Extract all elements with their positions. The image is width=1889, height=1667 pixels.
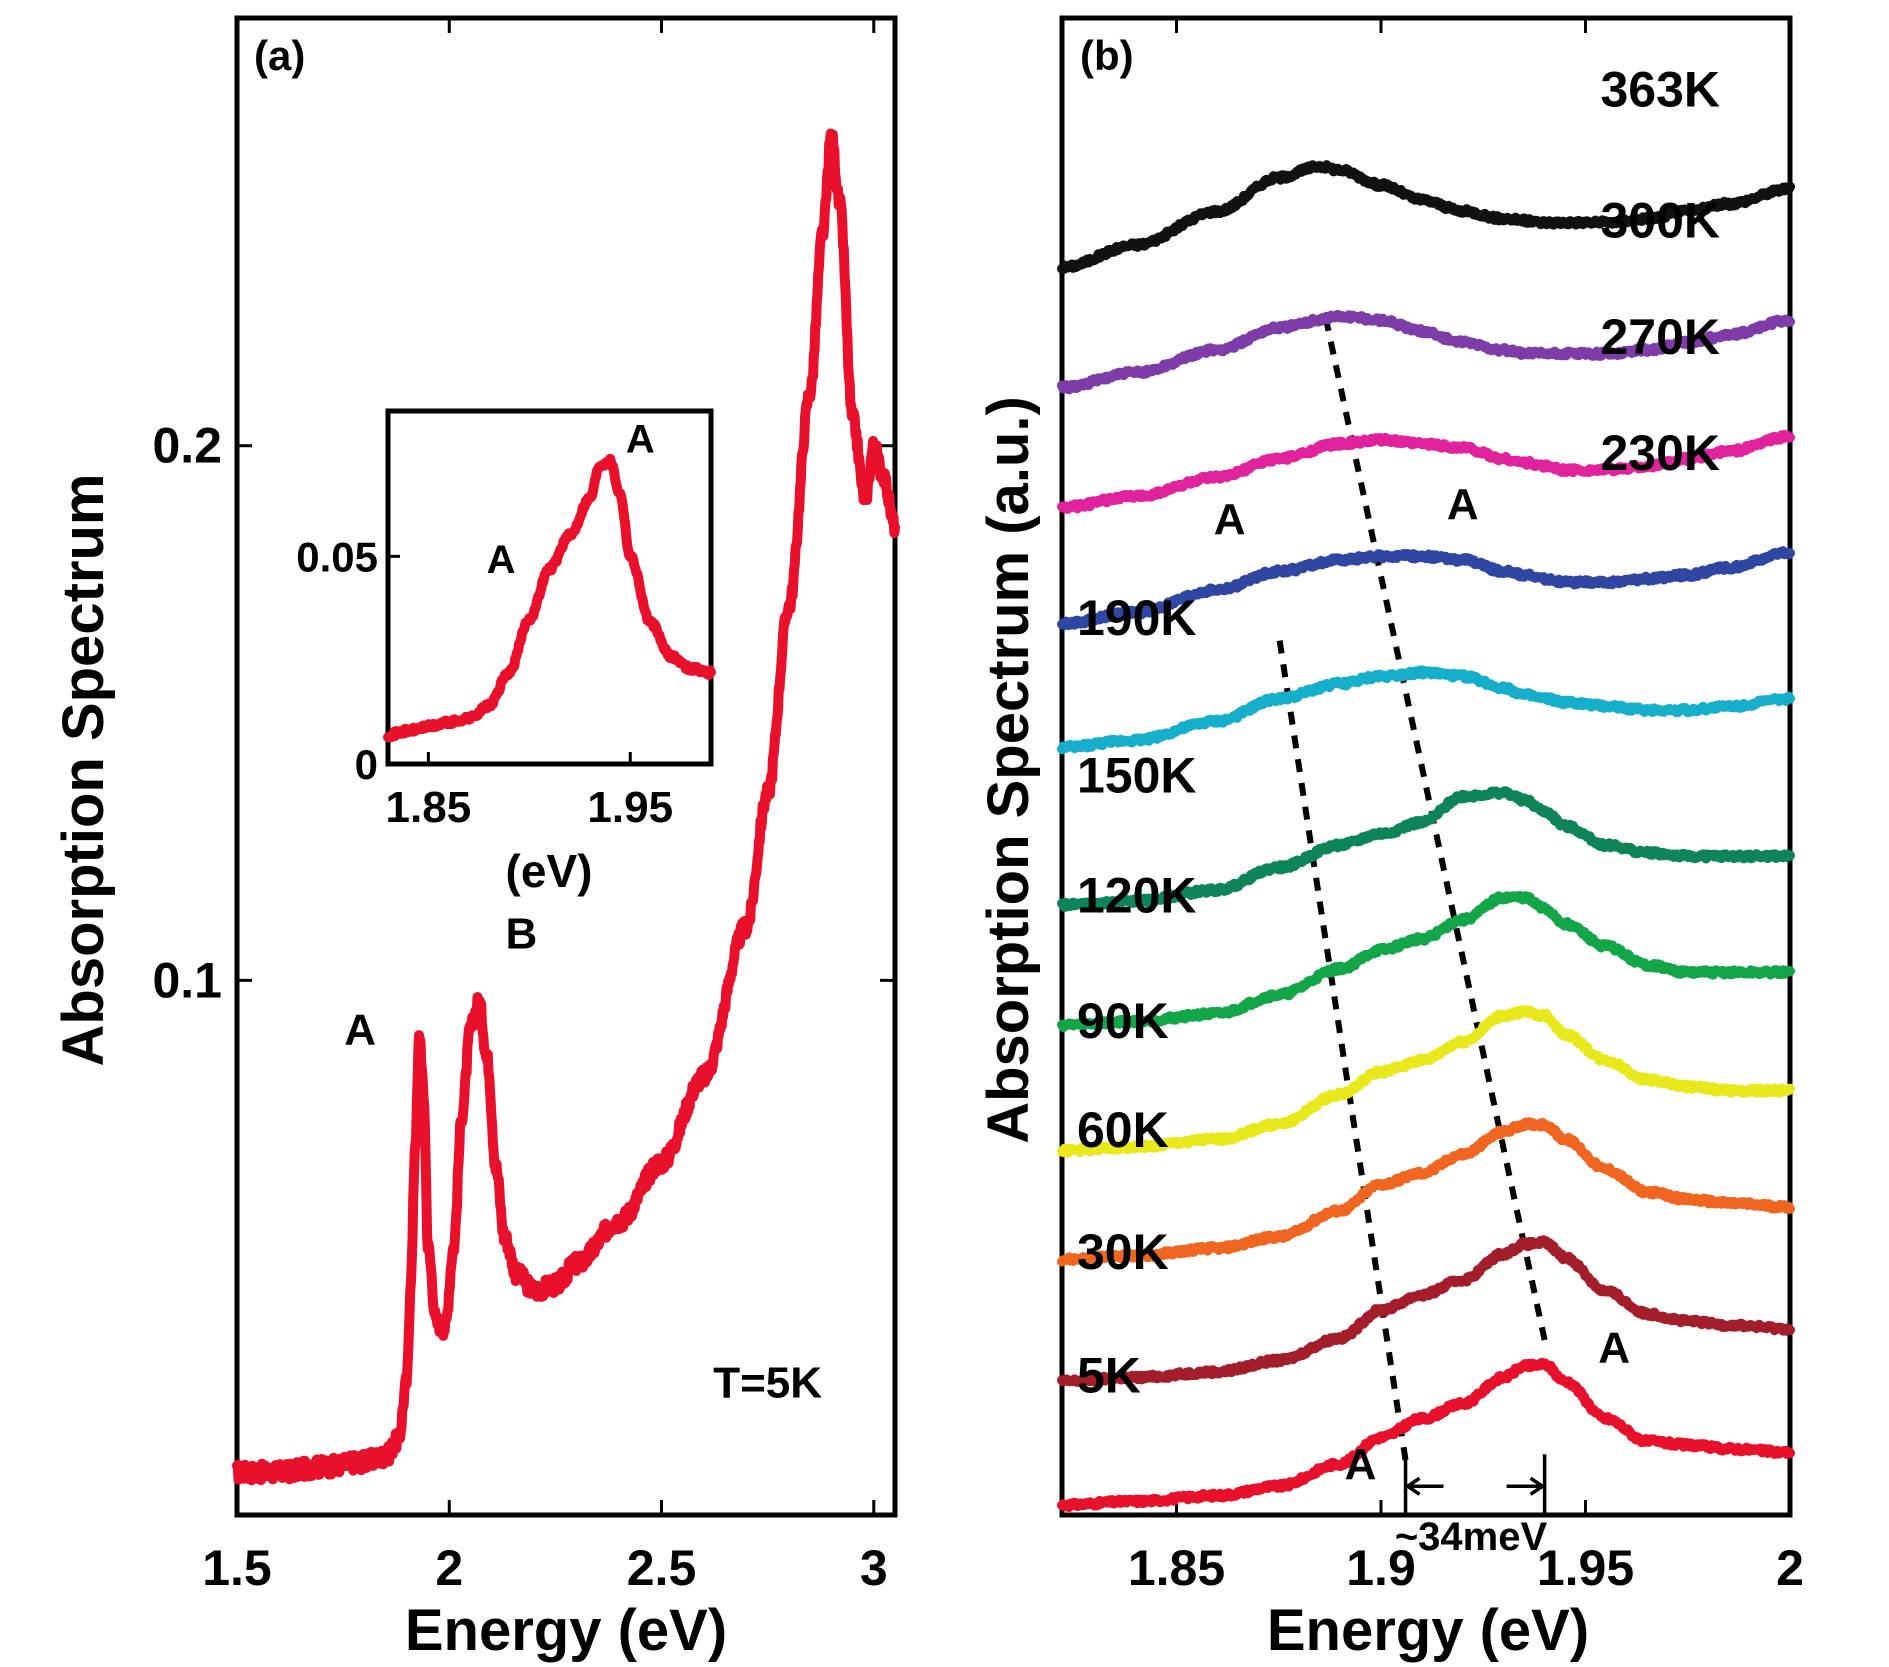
panel-a-x-tick-label: 2.5 bbox=[627, 1540, 697, 1596]
inset-y-tick-label: 0 bbox=[355, 741, 378, 788]
panel-a-traces bbox=[232, 128, 900, 1486]
panel-b-series-363k-line bbox=[1057, 160, 1795, 275]
panel-b-series-label-150k: 150K bbox=[1077, 748, 1197, 804]
panel-b-x-tick-label: 1.95 bbox=[1537, 1540, 1634, 1596]
inset-tick-labels: 1.85 1.95 0 0.05 bbox=[296, 533, 673, 832]
panel-b-x-axis-label: Energy (eV) bbox=[1267, 1598, 1589, 1663]
panel-b-series-30k-line bbox=[1057, 1235, 1795, 1387]
panel-b-series-label-90k: 90K bbox=[1077, 993, 1169, 1049]
panel-b-y-axis-label: Absorption Spectrum (a.u.) bbox=[976, 396, 1041, 1144]
inset-traces bbox=[383, 453, 716, 743]
panel-b-annotation-a: A bbox=[1447, 480, 1479, 529]
inset-x-tick-label: 1.85 bbox=[386, 783, 472, 832]
panel-b-annotation-a: A bbox=[1598, 1324, 1630, 1373]
panel-a-y-tick-label: 0.1 bbox=[152, 952, 222, 1008]
panel-b-axis-ticks bbox=[1175, 18, 1792, 1515]
panel-b-series-230k-line bbox=[1057, 546, 1795, 631]
panel-b: 1.85 1.9 1.95 2 5K 30K 60K 90K 120K 150K 190K 230K… bbox=[976, 15, 1804, 1663]
panel-b-series-90k-line bbox=[1057, 1005, 1795, 1158]
panel-b-series-190k-line bbox=[1057, 665, 1795, 755]
panel-b-series-label-270k: 270K bbox=[1600, 309, 1720, 365]
panel-b-label: (b) bbox=[1080, 32, 1134, 79]
panel-a-annotations: A B T=5K bbox=[344, 909, 822, 1407]
panel-b-series-label-363k: 363K bbox=[1600, 61, 1720, 117]
panel-b-series-label-5k: 5K bbox=[1077, 1348, 1141, 1404]
panel-b-series-label-30k: 30K bbox=[1077, 1224, 1169, 1280]
inset-frame bbox=[385, 408, 714, 767]
panel-b-annotations: A A A A ~34meV bbox=[1214, 480, 1630, 1559]
inset-x-tick-label: 1.95 bbox=[587, 783, 673, 832]
panel-a-annotation-a: A bbox=[344, 1006, 376, 1055]
panel-a-tick-labels: 1.5 2 2.5 3 0.1 0.2 bbox=[152, 418, 887, 1596]
inset-x-axis-label: (eV) bbox=[506, 845, 593, 897]
panel-b-guide-lines bbox=[1275, 308, 1548, 1461]
panel-b-x-tick-label: 2 bbox=[1776, 1540, 1804, 1596]
panel-a-y-axis-label: Absorption Spectrum bbox=[51, 474, 116, 1067]
panel-b-peak-guide bbox=[1275, 634, 1409, 1461]
panel-a-axis-ticks bbox=[235, 18, 895, 1515]
panel-b-x-tick-label: 1.85 bbox=[1128, 1540, 1225, 1596]
inset-spectrum-line bbox=[383, 453, 716, 743]
panel-b-series-300k-line bbox=[1057, 309, 1795, 395]
inset-annotation-a: A bbox=[487, 538, 516, 582]
panel-b-x-tick-label: 1.9 bbox=[1346, 1540, 1416, 1596]
inset-annotations: AA bbox=[487, 418, 655, 582]
panel-b-annotation-a: A bbox=[1345, 1440, 1377, 1489]
panel-b-series-5k-line bbox=[1057, 1357, 1795, 1512]
panel-b-series-150k-line bbox=[1057, 786, 1795, 912]
panel-a-x-tick-label: 1.5 bbox=[202, 1540, 272, 1596]
panel-b-tick-labels: 1.85 1.9 1.95 2 bbox=[1128, 1540, 1804, 1596]
panel-a-frame bbox=[234, 15, 898, 1518]
panel-a: 1.5 2 2.5 3 0.1 0.2 A B T=5K (a) Energy (eV) Ab… bbox=[51, 15, 900, 1663]
panel-b-series-label-190k: 190K bbox=[1077, 590, 1197, 646]
panel-b-series-270k-line bbox=[1057, 429, 1795, 514]
panel-b-series-labels: 5K 30K 60K 90K 120K 150K 190K 230K 270K 300K 363K bbox=[1077, 61, 1720, 1403]
splitting-arrowhead-left bbox=[1404, 1476, 1421, 1496]
panel-a-label: (a) bbox=[254, 32, 305, 79]
panel-b-annotation-34mev: ~34meV bbox=[1395, 1515, 1548, 1559]
panel-a-annotation-b: B bbox=[506, 909, 538, 958]
panel-b-series-60k-line bbox=[1057, 1117, 1795, 1267]
panel-b-series-label-300k: 300K bbox=[1600, 193, 1720, 249]
panel-a-y-tick-label: 0.2 bbox=[152, 418, 222, 474]
panel-b-peak-guide bbox=[1320, 308, 1548, 1341]
inset-y-tick-label: 0.05 bbox=[296, 533, 378, 580]
panel-b-series-label-120k: 120K bbox=[1077, 868, 1197, 924]
panel-a-x-tick-label: 2 bbox=[435, 1540, 463, 1596]
panel-a-x-tick-label: 3 bbox=[860, 1540, 888, 1596]
panel-b-splitting-marker bbox=[1403, 1454, 1547, 1517]
panel-b-annotation-a: A bbox=[1214, 495, 1246, 544]
panel-b-frame bbox=[1059, 15, 1793, 1518]
panel-b-series-label-230k: 230K bbox=[1600, 425, 1720, 481]
panel-b-traces bbox=[1057, 160, 1795, 1512]
splitting-arrowhead-right bbox=[1529, 1476, 1546, 1496]
panel-b-series-120k-line bbox=[1057, 890, 1795, 1033]
inset-axis-ticks bbox=[388, 554, 632, 766]
panel-a-spectrum-line bbox=[232, 128, 900, 1486]
panel-b-series-label-60k: 60K bbox=[1077, 1102, 1169, 1158]
panel-a-annotation-t-5k: T=5K bbox=[713, 1358, 822, 1407]
panel-a-x-axis-label: Energy (eV) bbox=[405, 1598, 727, 1663]
inset-annotation-a: A bbox=[626, 418, 655, 462]
